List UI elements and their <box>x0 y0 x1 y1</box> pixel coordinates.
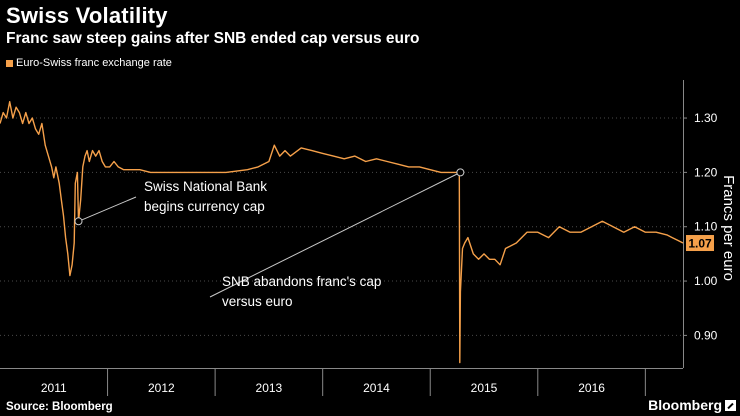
annotation-leader <box>209 171 461 298</box>
chart-title: Swiss Volatility <box>6 3 168 28</box>
x-tick-label: 2012 <box>148 381 175 395</box>
source-note: Source: Bloomberg <box>6 401 113 413</box>
y-tick-label: 1.30 <box>694 111 718 125</box>
x-tick-label: 2013 <box>256 381 283 395</box>
x-tick-label: 2014 <box>363 381 390 395</box>
y-axis-label: Francs per euro <box>720 175 737 281</box>
y-tick-label: 1.00 <box>694 274 718 288</box>
annotation-label: Swiss National Bank <box>144 179 267 194</box>
legend: Euro-Swiss franc exchange rate <box>6 57 172 69</box>
bloomberg-logo-icon <box>725 399 736 411</box>
annotation-marker <box>74 217 83 226</box>
brand: Bloomberg <box>648 397 736 413</box>
x-tick-label: 2011 <box>41 381 67 395</box>
legend-swatch <box>6 59 13 67</box>
y-tick-label: 0.90 <box>694 328 718 342</box>
annotation-marker <box>456 168 465 177</box>
brand-name: Bloomberg <box>648 397 722 413</box>
annotation-label: begins currency cap <box>144 199 265 214</box>
annotation-label: SNB abandons franc's cap <box>222 274 381 289</box>
last-value-label: 1.07 <box>688 237 712 251</box>
annotation-label: versus euro <box>222 294 293 309</box>
y-tick-label: 1.20 <box>694 165 718 179</box>
series-line <box>0 101 684 364</box>
y-tick-label: 1.10 <box>694 220 718 234</box>
last-value-badge <box>686 235 714 252</box>
x-tick-label: 2015 <box>471 381 498 395</box>
annotation-leader <box>78 196 137 222</box>
legend-label: Euro-Swiss franc exchange rate <box>16 57 172 69</box>
chart-subtitle: Franc saw steep gains after SNB ended ca… <box>6 30 420 47</box>
x-tick-label: 2016 <box>578 381 605 395</box>
